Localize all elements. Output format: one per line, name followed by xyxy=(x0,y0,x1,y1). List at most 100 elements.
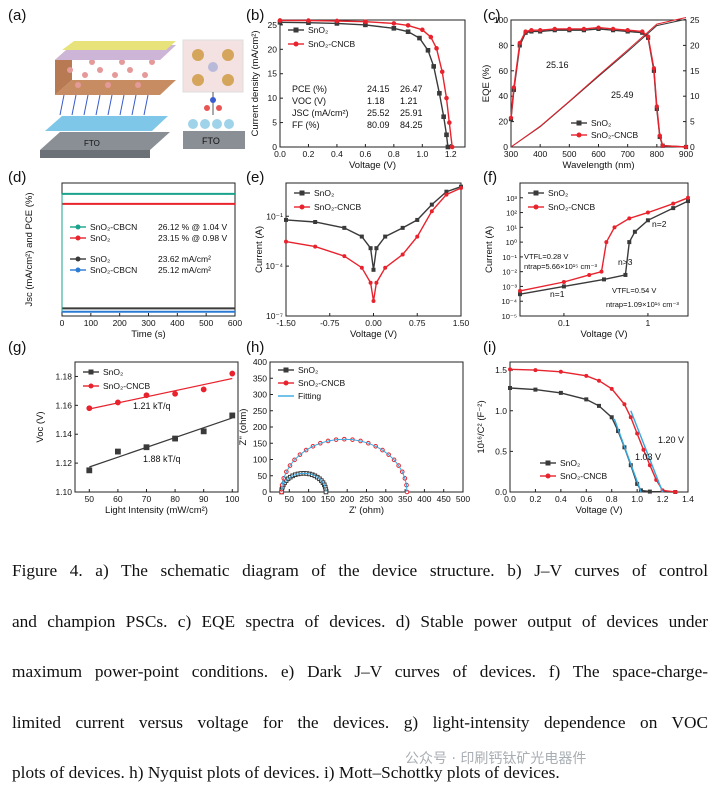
jv-point-0 xyxy=(431,64,436,69)
dark-jv-point-0 xyxy=(383,234,388,239)
voc-point-0 xyxy=(86,467,93,474)
y-tick-label: 25 xyxy=(268,20,278,30)
metrics-value-cncb: 1.21 xyxy=(400,96,418,106)
legend-g-0-marker xyxy=(88,369,94,375)
legend-d-0-marker xyxy=(75,224,81,230)
eqe-point-cncb xyxy=(567,26,572,31)
dark-jv-point-0 xyxy=(342,225,347,230)
y-tick-label: 10² xyxy=(506,209,517,218)
x-tick-label: 800 xyxy=(650,149,664,159)
plot-frame xyxy=(279,19,466,148)
chart-f-sclc: Voltage (V) Current (A) 0.1 1 10⁻⁵ 10⁻⁴ 10⁻³ 10… xyxy=(484,182,690,340)
y-tick-label: 10⁻³ xyxy=(502,282,517,291)
nyquist-fit-0 xyxy=(281,472,327,493)
y-tick-label: 100 xyxy=(253,455,267,465)
x-tick-label: 300 xyxy=(379,494,393,504)
annotation-vbi-cncb: 1.20 V xyxy=(658,435,684,445)
legend-c-0-label: SnO₂ xyxy=(591,118,611,128)
x-tick-label: 500 xyxy=(199,318,213,328)
y-axis-label: Current density (mA/cm²) xyxy=(250,30,261,136)
legend-h-1-label: SnO₂-CNCB xyxy=(298,378,346,388)
x-axis-label: Light Intensity (mW/cm²) xyxy=(105,505,208,516)
eqe-point-cncb xyxy=(529,28,534,33)
ms-point-1 xyxy=(622,402,627,407)
y-tick-label: 10⁻⁵ xyxy=(502,312,517,321)
dark-jv-point-0 xyxy=(374,246,379,251)
dark-jv-point-1 xyxy=(371,298,376,303)
dark-jv-point-1 xyxy=(284,239,288,244)
dark-jv-point-1 xyxy=(383,265,388,270)
watermark: 公众号 · 印刷钙钛矿光电器件 xyxy=(405,751,587,767)
figure-panels: (a) FTO xyxy=(8,7,700,516)
eqe-point-cncb xyxy=(683,144,689,150)
ms-point-0 xyxy=(597,403,601,408)
jv-point-1 xyxy=(405,23,411,28)
y-tick-label: 1.18 xyxy=(55,371,72,381)
jv-point-0 xyxy=(441,114,446,120)
y-tick-label: 0.5 xyxy=(495,446,507,456)
sclc-point-1 xyxy=(599,269,604,274)
ms-curve-1 xyxy=(509,368,676,493)
x-tick-label: 90 xyxy=(199,494,209,504)
y-axis-label: Voc (V) xyxy=(35,411,46,442)
x-tick-label: 1.2 xyxy=(445,149,457,159)
x-tick-label: 1 xyxy=(646,318,651,328)
ms-tangent-cncb xyxy=(630,410,664,493)
jv-point-1 xyxy=(449,144,455,150)
voc-point-1 xyxy=(172,390,178,397)
panel-a: (a) FTO xyxy=(8,7,245,158)
x-axis-label: Z' (ohm) xyxy=(349,505,384,516)
eqe-point-cncb xyxy=(640,29,645,34)
sclc-point-1 xyxy=(627,216,632,221)
sclc-curve-1 xyxy=(519,197,689,292)
nyquist-fit-1 xyxy=(281,438,408,493)
sclc-point-1 xyxy=(645,210,650,215)
legend-b-0-label: SnO₂ xyxy=(308,25,328,35)
metrics-value-sno2: 1.18 xyxy=(367,96,385,106)
jv-point-0 xyxy=(417,35,422,41)
dark-jv-point-0 xyxy=(368,246,373,251)
x-tick-label: 700 xyxy=(621,149,635,159)
legend-c-1-marker xyxy=(576,132,582,138)
legend-d-value-1: 23.15 % @ 0.98 V xyxy=(158,233,227,243)
y-tick-label: 1.16 xyxy=(55,400,72,410)
caption-line-4: limited current versus voltage for the d… xyxy=(12,712,708,732)
annotation-n2: n=2 xyxy=(652,219,667,229)
annotation-vtfl-sno2: VTFL=0.54 V xyxy=(612,286,656,295)
voc-point-1 xyxy=(229,370,236,377)
y-tick-label: 80 xyxy=(499,40,509,50)
metrics-value-sno2: 25.52 xyxy=(367,108,390,118)
x-tick-label: 250 xyxy=(359,494,373,504)
y-tick-label: 400 xyxy=(253,357,267,367)
legend-d-2-label: SnO₂ xyxy=(90,254,110,264)
jv-point-1 xyxy=(277,18,283,23)
sclc-point-1 xyxy=(604,240,609,245)
fit-line-1 xyxy=(89,377,233,410)
ms-point-0 xyxy=(558,390,563,395)
dark-jv-point-0 xyxy=(429,202,434,207)
y-tick-label: 20 xyxy=(499,117,509,127)
plot-frame xyxy=(74,361,239,493)
y-tick-label: 0 xyxy=(262,487,267,497)
x-tick-label: 0.75 xyxy=(409,318,426,328)
annotation-ntrap-cncb: ntrap=5.66×10¹⁵ cm⁻³ xyxy=(524,262,597,271)
x-axis-label: Wavelength (nm) xyxy=(563,160,635,171)
x-axis-label: Voltage (V) xyxy=(576,505,623,516)
x-tick-label: 0.4 xyxy=(555,494,567,504)
x-axis-label: Time (s) xyxy=(131,329,165,340)
jv-point-0 xyxy=(437,90,442,96)
sclc-point-0 xyxy=(602,277,606,282)
dark-jv-point-1 xyxy=(374,280,379,285)
annotation-25-49: 25.49 xyxy=(611,90,634,100)
y-tick-label: 0 xyxy=(272,142,277,152)
eqe-point-cncb xyxy=(610,26,616,31)
x-tick-label: 600 xyxy=(228,318,242,328)
dark-jv-point-0 xyxy=(415,217,420,222)
x-tick-label: 150 xyxy=(321,494,335,504)
voc-point-1 xyxy=(200,386,207,393)
x-tick-label: -0.75 xyxy=(320,318,340,328)
eqe-point-cncb xyxy=(651,66,657,71)
dark-jv-point-0 xyxy=(284,217,288,222)
metrics-value-cncb: 26.47 xyxy=(400,84,423,94)
panel-label-h: (h) xyxy=(246,339,264,356)
